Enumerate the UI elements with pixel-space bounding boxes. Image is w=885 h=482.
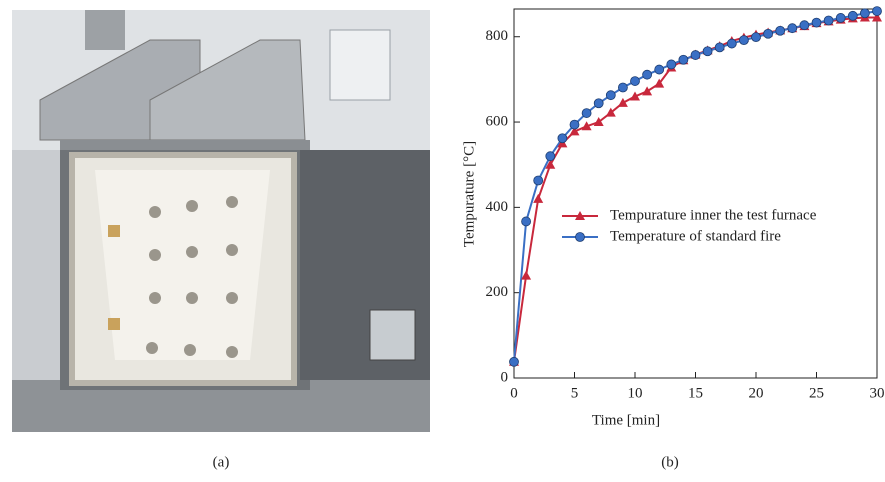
y-tick-label: 0 — [501, 369, 509, 385]
marker — [799, 20, 810, 31]
marker — [751, 32, 761, 43]
marker — [847, 10, 858, 21]
marker — [642, 69, 652, 80]
marker — [775, 25, 786, 36]
marker — [575, 211, 585, 220]
x-tick-label: 0 — [510, 385, 518, 401]
marker — [617, 97, 628, 107]
marker — [726, 38, 737, 49]
y-tick-label: 200 — [486, 284, 509, 300]
marker — [678, 54, 689, 65]
marker — [860, 8, 870, 19]
y-tick-label: 600 — [486, 113, 509, 129]
plot-frame — [513, 8, 878, 379]
marker — [618, 82, 628, 93]
marker — [872, 6, 882, 17]
x-tick-label: 20 — [749, 385, 764, 401]
marker — [690, 50, 701, 60]
marker — [569, 119, 580, 130]
series-line — [513, 10, 878, 362]
marker — [872, 12, 882, 22]
marker — [666, 59, 677, 70]
marker — [739, 35, 749, 46]
marker — [593, 117, 604, 127]
x-tick-label: 15 — [688, 385, 703, 401]
marker — [702, 46, 713, 57]
y-axis-label: Tempurature [°C] — [461, 141, 477, 247]
marker — [605, 90, 616, 101]
marker — [545, 151, 556, 162]
marker — [509, 356, 519, 367]
marker — [654, 64, 665, 75]
legend-label: Temperature of standard fire — [610, 228, 781, 244]
marker — [521, 216, 531, 227]
marker — [714, 42, 725, 53]
photo — [12, 10, 430, 432]
marker — [787, 23, 798, 34]
marker — [575, 232, 585, 242]
marker — [581, 108, 592, 118]
y-tick-label: 400 — [486, 199, 509, 215]
caption: (b) — [661, 454, 679, 470]
marker — [545, 159, 556, 169]
marker — [642, 86, 653, 96]
x-tick-label: 5 — [571, 385, 579, 401]
marker — [630, 76, 640, 86]
marker — [593, 98, 604, 109]
marker — [630, 91, 640, 101]
x-tick-label: 10 — [628, 385, 643, 401]
marker — [835, 13, 846, 23]
series-line — [513, 16, 877, 362]
marker — [823, 15, 834, 26]
marker — [569, 126, 580, 136]
x-axis-label: Time [min] — [592, 412, 660, 428]
x-tick-label: 25 — [809, 385, 824, 401]
marker — [533, 175, 544, 186]
marker — [811, 17, 822, 28]
marker — [605, 107, 616, 117]
caption: (a) — [213, 454, 230, 470]
legend-label: Tempurature inner the test furnace — [610, 207, 817, 223]
x-tick-label: 30 — [870, 385, 885, 401]
marker — [581, 121, 592, 131]
marker — [533, 193, 544, 203]
marker — [557, 133, 568, 144]
marker — [763, 28, 773, 39]
y-tick-label: 800 — [486, 28, 509, 44]
marker — [521, 270, 532, 280]
marker — [654, 78, 665, 88]
